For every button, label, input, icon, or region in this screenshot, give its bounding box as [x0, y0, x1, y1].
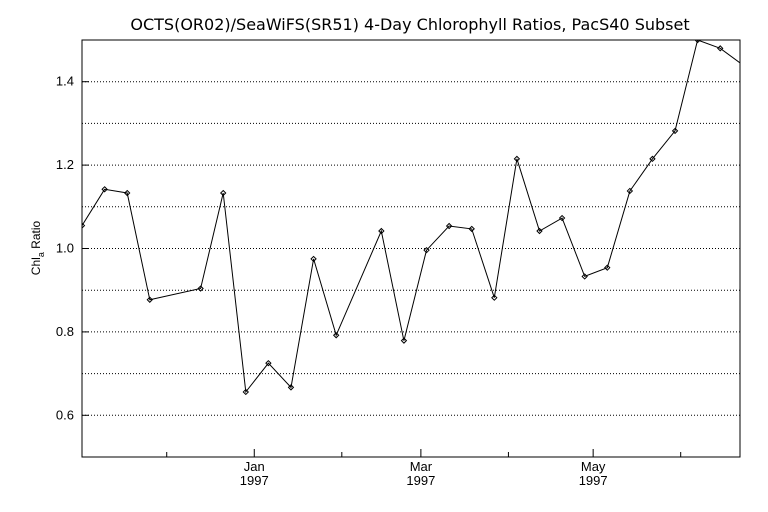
series-group [80, 38, 746, 395]
y-axis-label: Chla Ratio [29, 220, 46, 275]
x-tick-year-1: 1997 [406, 473, 435, 488]
y-tick-label-0: 0.6 [56, 407, 74, 422]
y-tick-label-1: 0.8 [56, 324, 74, 339]
data-point-27 [740, 63, 745, 68]
plot-frame [82, 40, 740, 457]
y-tick-label-3: 1.2 [56, 157, 74, 172]
x-tick-label-1: Mar [410, 459, 433, 474]
x-tick-label-2: May [581, 459, 606, 474]
x-tick-label-0: Jan [244, 459, 265, 474]
y-tick-label-4: 1.4 [56, 74, 74, 89]
y-tick-label-2: 1.0 [56, 241, 74, 256]
y-axis-label-main: Chl [29, 257, 43, 275]
x-tick-year-0: 1997 [240, 473, 269, 488]
x-tick-year-2: 1997 [579, 473, 608, 488]
chart-title: OCTS(OR02)/SeaWiFS(SR51) 4-Day Chlorophy… [130, 15, 689, 34]
series-line-0 [82, 40, 743, 392]
y-axis-label-rest: Ratio [29, 220, 43, 252]
y-ticks: 0.6 0.8 1.0 1.2 1.4 [56, 74, 89, 423]
grid-lines [82, 82, 740, 416]
